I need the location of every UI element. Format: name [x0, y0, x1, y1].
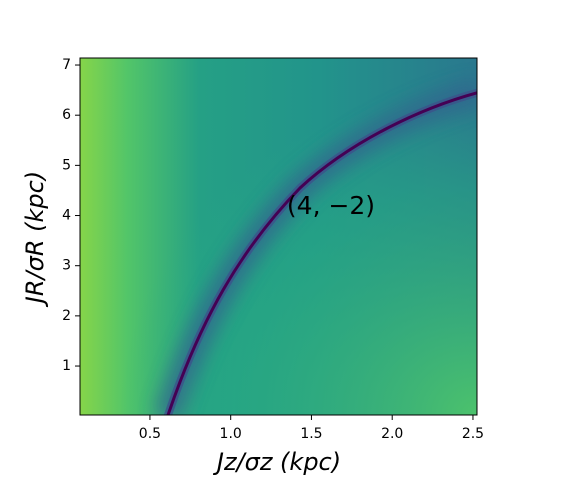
x-tick-label: 2.5: [462, 426, 484, 442]
annotation: (4, −2): [287, 191, 375, 220]
y-tick-label: 6: [62, 107, 71, 123]
x-tick-label: 0.5: [139, 426, 161, 442]
x-axis-label: Jz/σz (kpc): [213, 448, 341, 476]
x-tick-label: 2.0: [381, 426, 403, 442]
y-tick-label: 3: [62, 258, 71, 274]
y-axis-label: JR/σR (kpc): [21, 171, 49, 307]
y-tick-label: 4: [62, 208, 71, 224]
plot-frame: [79, 57, 478, 416]
x-tick-label: 1.5: [300, 426, 322, 442]
x-tick-label: 1.0: [220, 426, 242, 442]
y-tick-label: 1: [62, 358, 71, 374]
y-tick-label: 2: [62, 308, 71, 324]
y-tick-label: 7: [62, 57, 71, 73]
y-tick-label: 5: [62, 157, 71, 173]
heatmap-image: [80, 58, 477, 415]
